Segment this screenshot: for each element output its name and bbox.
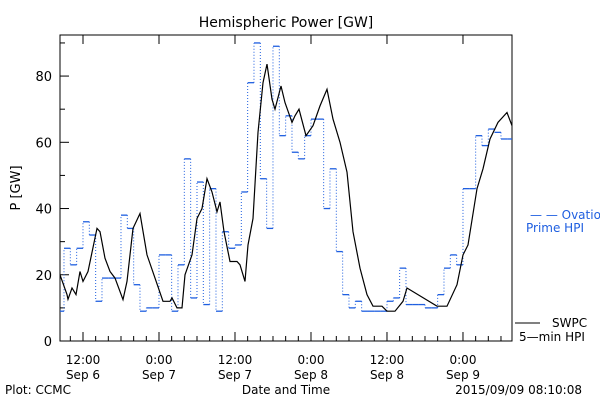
legend-swpc-label-1: SWPC [552, 316, 587, 330]
x-tick-date-label: Sep 8 [294, 368, 328, 382]
y-tick-label: 0 [44, 335, 52, 350]
y-tick-label: 20 [35, 269, 52, 284]
footer-timestamp: 2015/09/09 08:10:08 [455, 383, 582, 397]
legend-ovation-label-1: — — Ovation [530, 208, 600, 222]
x-tick-time-label: 12:00 [370, 353, 405, 367]
y-tick-label: 80 [35, 70, 52, 85]
chart-title: Hemispheric Power [GW] [199, 15, 374, 31]
x-tick-time-label: 12:00 [66, 353, 101, 367]
x-tick-date-label: Sep 6 [66, 368, 100, 382]
x-tick-time-label: 12:00 [218, 353, 253, 367]
y-axis: 0 20 40 60 80 [35, 42, 69, 350]
x-tick-date-label: Sep 7 [142, 368, 176, 382]
ovation-prime-series [60, 42, 512, 312]
swpc-hpi-line [60, 63, 512, 312]
legend-ovation-label-2: Prime HPI [526, 221, 584, 235]
footer-plot-credit: Plot: CCMC [5, 383, 71, 397]
legend-swpc-label-2: 5—min HPI [519, 330, 585, 344]
y-axis-label: P [GW] [9, 165, 24, 210]
x-axis-label: Date and Time [242, 383, 330, 397]
x-tick-time-label: 0:00 [298, 353, 325, 367]
x-tick-time-label: 0:00 [450, 353, 477, 367]
y-tick-label: 60 [35, 136, 52, 151]
y-tick-label: 40 [35, 203, 52, 218]
x-tick-date-label: Sep 7 [218, 368, 252, 382]
series-layer [60, 42, 512, 312]
x-tick-time-label: 0:00 [146, 353, 173, 367]
plot-frame [59, 34, 513, 342]
x-tick-date-label: Sep 8 [370, 368, 404, 382]
x-tick-date-label: Sep 9 [446, 368, 480, 382]
